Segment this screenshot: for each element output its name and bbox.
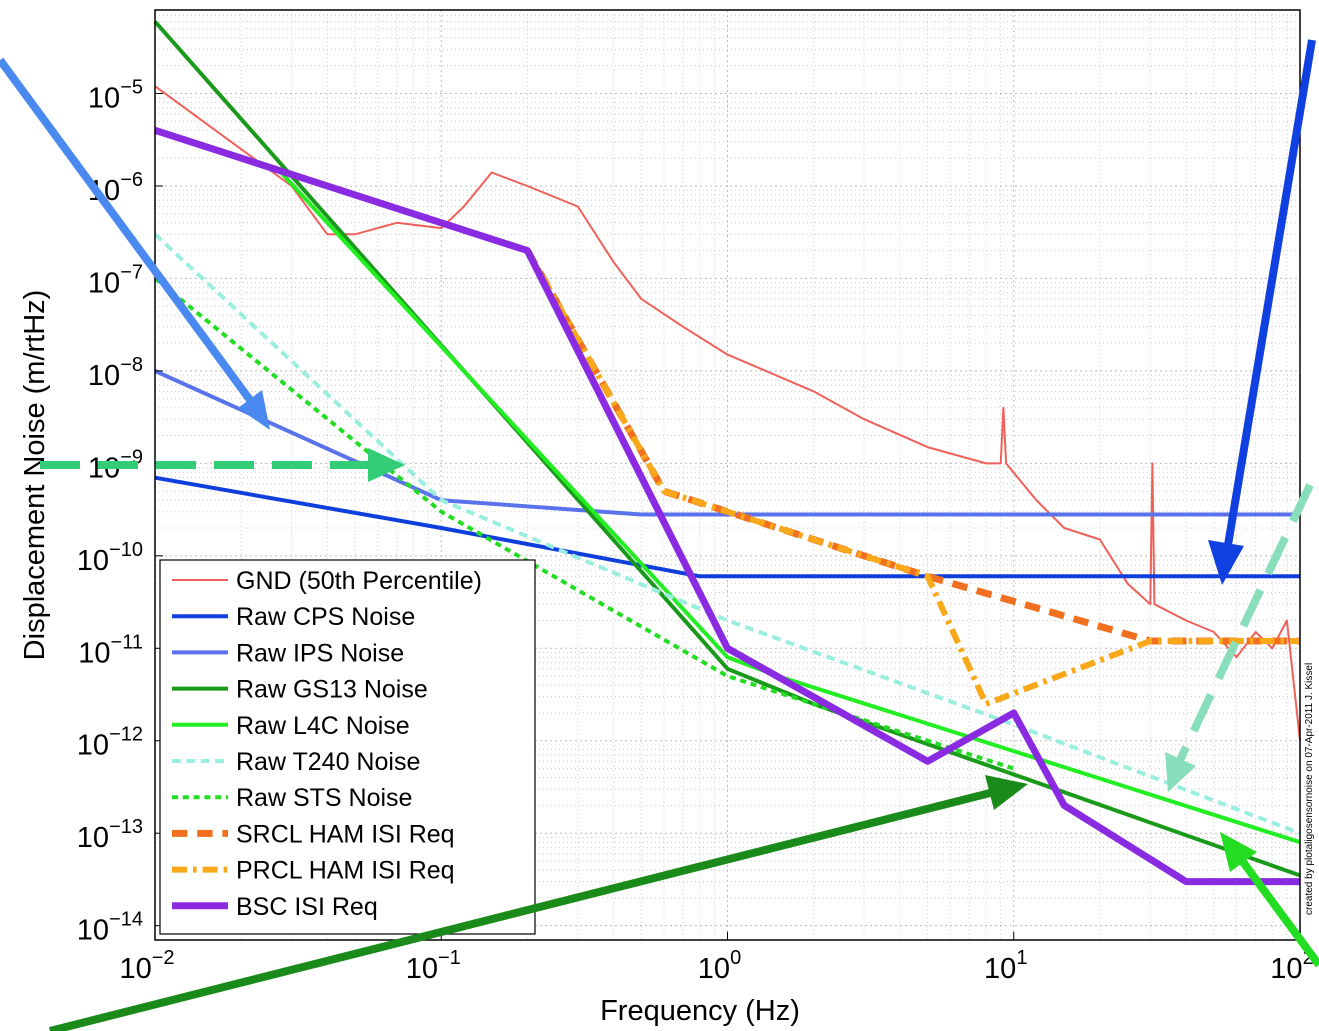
tick-exponent: −13 [109, 816, 143, 838]
tick-label: 100 [698, 947, 741, 985]
tick-exponent: −11 [111, 631, 143, 653]
legend-label: PRCL HAM ISI Req [236, 857, 455, 885]
grid [154, 10, 1301, 940]
series-line [153, 126, 1300, 886]
tick-base: 10 [1270, 953, 1302, 985]
tick-base: 10 [406, 953, 438, 985]
series-line [153, 232, 1301, 836]
tick-base: 10 [984, 953, 1016, 985]
tick-exponent: −5 [120, 77, 143, 99]
tick-exponent: −6 [120, 169, 143, 191]
tick-base: 10 [77, 730, 109, 762]
legend-label: Raw GS13 Noise [236, 676, 428, 704]
legend-label: Raw CPS Noise [236, 603, 415, 631]
tick-base: 10 [77, 915, 109, 947]
series-line [153, 276, 1015, 771]
legend-box [159, 559, 536, 935]
tick-label: 10−12 [77, 724, 143, 762]
series-line [524, 249, 1300, 707]
legend-label: GND (50th Percentile) [236, 567, 482, 595]
tick-base: 10 [119, 953, 151, 985]
x-axis-label: Frequency (Hz) [600, 995, 800, 1027]
tick-label: 10−14 [77, 909, 143, 947]
series-line [154, 369, 1300, 517]
arrow [1176, 483, 1314, 762]
tick-exponent: −10 [109, 539, 143, 561]
tick-exponent: −7 [120, 261, 143, 283]
legend-label: BSC ISI Req [236, 893, 378, 921]
tick-label: 10−13 [77, 816, 143, 854]
arrowhead [238, 390, 270, 430]
arrow [1239, 859, 1319, 968]
tick-base: 10 [88, 267, 120, 299]
arrow [0, 57, 254, 403]
tick-exponent: −12 [109, 724, 143, 746]
tick-exponent: −14 [109, 909, 143, 931]
arrow [1224, 39, 1316, 546]
lines [153, 20, 1301, 886]
arrowhead [1208, 540, 1244, 585]
tick-label: 10−1 [406, 947, 461, 985]
tick-label: 10−2 [119, 947, 174, 985]
tick-exponent: −2 [152, 947, 175, 969]
series-line [524, 248, 1300, 645]
legend-label: Raw STS Noise [236, 784, 412, 812]
legend-label: Raw T240 Noise [236, 748, 420, 776]
tick-label: 102 [1270, 947, 1313, 985]
arrowhead [985, 775, 1028, 810]
arrowhead [1220, 832, 1257, 872]
tick-exponent: 0 [730, 947, 741, 969]
arrow [49, 789, 991, 1031]
legend-label: Raw IPS Noise [236, 639, 404, 667]
tick-label: 10−7 [88, 261, 143, 299]
tick-base: 10 [88, 83, 120, 115]
tick-label: 10−10 [77, 539, 143, 577]
tick-label: 101 [984, 947, 1027, 985]
tick-base: 10 [88, 360, 120, 392]
tick-label: 10−8 [88, 354, 143, 392]
tick-base: 10 [77, 545, 109, 577]
tick-label: 10−5 [88, 77, 143, 115]
legend-label: SRCL HAM ISI Req [236, 820, 455, 848]
overlay-arrows [0, 39, 1319, 1031]
tick-exponent: −8 [120, 354, 143, 376]
tick-base: 10 [698, 953, 730, 985]
tick-exponent: 2 [1303, 947, 1314, 969]
tick-exponent: −1 [438, 947, 461, 969]
watermark: created by plotaligosensornoise on 07-Ap… [1304, 663, 1315, 915]
tick-base: 10 [78, 637, 110, 669]
ticks: 10−2 10−1 100 101 10210−1410−1310−1210−1110−… [77, 77, 1314, 985]
arrowhead [1165, 752, 1196, 792]
series-line [154, 475, 1300, 579]
legend: GND (50th Percentile) Raw CPS Noise Raw IP… [159, 559, 536, 935]
tick-label: 10−11 [78, 631, 143, 669]
y-axis-label: Displacement Noise (m/rtHz) [19, 290, 51, 661]
legend-label: Raw L4C Noise [236, 712, 410, 740]
arrowhead [368, 448, 405, 482]
tick-base: 10 [77, 822, 109, 854]
tick-exponent: 1 [1016, 947, 1027, 969]
series-line [154, 85, 1301, 741]
